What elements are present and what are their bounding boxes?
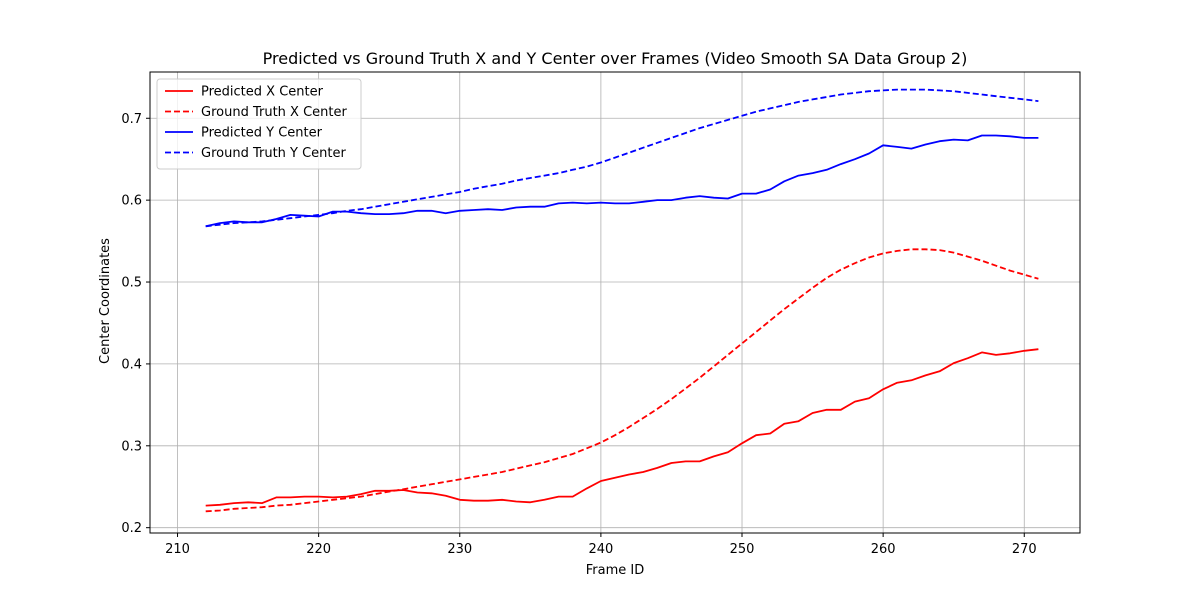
grid: [150, 72, 1080, 533]
x-tick-label: 270: [1012, 542, 1037, 557]
series-line-ground-truth-x-center: [205, 248, 1039, 513]
y-tick-label: 0.5: [121, 276, 142, 291]
plot-frame: [149, 71, 1081, 534]
y-tick-label: 0.3: [121, 439, 142, 454]
legend-label: Predicted X Center: [201, 85, 324, 100]
x-tick-label: 230: [447, 542, 472, 557]
x-tick-label: 240: [588, 542, 613, 557]
x-tick-label: 220: [306, 542, 331, 557]
y-tick-label: 0.2: [121, 521, 142, 536]
y-tick-label: 0.4: [121, 357, 142, 372]
chart-title: Predicted vs Ground Truth X and Y Center…: [263, 49, 968, 68]
legend-box: [156, 78, 362, 170]
y-tick-label: 0.6: [121, 194, 142, 209]
x-tick-label: 210: [165, 542, 190, 557]
y-axis-label: Center Coordinates: [98, 238, 113, 364]
y-tick-label: 0.7: [121, 112, 142, 127]
axis-ticks: 210 220 230 240 250 260 270 0.2 0.3 0.4 0.5 0.6 0.7: [121, 112, 1036, 557]
x-axis-label: Frame ID: [586, 563, 644, 578]
legend: Predicted X Center Ground Truth X Center P…: [156, 78, 362, 170]
x-tick-label: 260: [871, 542, 896, 557]
series-lines: [205, 88, 1039, 513]
legend-label: Ground Truth X Center: [201, 105, 347, 120]
series-line-ground-truth-y-center: [205, 88, 1039, 228]
legend-label: Predicted Y Center: [201, 126, 323, 141]
series-line-predicted-x-center: [205, 348, 1039, 507]
legend-label: Ground Truth Y Center: [201, 146, 347, 161]
x-tick-label: 250: [730, 542, 755, 557]
